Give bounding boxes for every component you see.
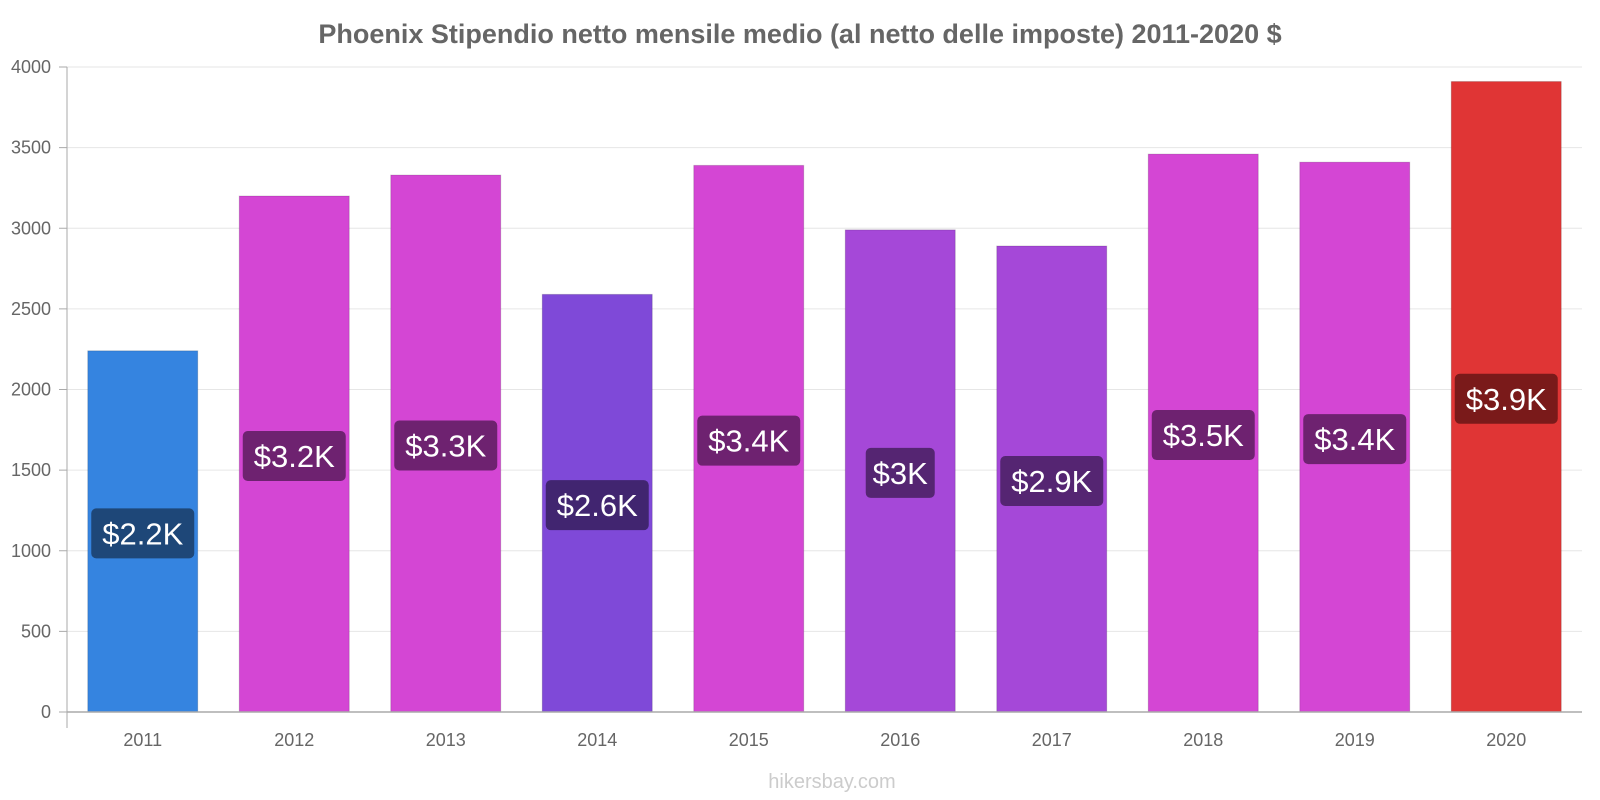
x-axis: 2011 2012 2013 2014 2015 2016 2017 2018 2019 2020 — [67, 711, 1582, 750]
y-tick-label: 3500 — [11, 138, 51, 158]
data-label-box — [1454, 373, 1558, 424]
data-label-box — [242, 431, 346, 481]
y-tick-label: 2000 — [11, 380, 51, 400]
watermark: hikersbay.com — [768, 771, 895, 793]
chart-title: Phoenix Stipendio netto mensile medio (a… — [318, 19, 1281, 49]
data-label: $3.4K — [708, 424, 789, 459]
y-tick-label: 1000 — [11, 541, 51, 561]
data-labels: $2.2K $3.2K $3.3K $2.6K $3.4K $3K $2.9K $3.5K $3… — [91, 373, 1558, 559]
x-tick-label: 2015 — [729, 730, 769, 750]
data-label-box — [1303, 414, 1407, 465]
y-tick-label: 0 — [41, 702, 51, 722]
data-label-box — [545, 480, 649, 531]
y-tick-label: 1500 — [11, 460, 51, 480]
y-tick-label: 4000 — [11, 57, 51, 77]
y-axis: 0 500 1000 1500 2000 2500 3000 3500 4000 — [11, 57, 68, 728]
data-label-box — [1151, 410, 1255, 461]
x-tick-label: 2019 — [1335, 730, 1375, 750]
data-label: $3.2K — [254, 439, 335, 474]
x-tick-label: 2014 — [577, 730, 617, 750]
x-tick-label: 2016 — [880, 730, 920, 750]
data-label-box — [697, 415, 801, 466]
data-label: $3.4K — [1314, 422, 1395, 457]
data-label-box — [1000, 455, 1104, 506]
y-tick-label: 3000 — [11, 218, 51, 238]
x-tick-label: 2020 — [1486, 730, 1526, 750]
data-label: $3.9K — [1466, 382, 1547, 417]
x-tick-label: 2018 — [1183, 730, 1223, 750]
data-label-box — [394, 420, 498, 471]
data-label: $2.2K — [102, 516, 183, 551]
data-label: $3.3K — [405, 429, 486, 464]
x-tick-label: 2017 — [1032, 730, 1072, 750]
data-label-box — [91, 508, 195, 559]
x-tick-label: 2011 — [123, 730, 162, 750]
data-label: $3.5K — [1163, 418, 1244, 453]
x-tick-label: 2012 — [274, 730, 314, 750]
data-label: $3K — [873, 456, 928, 491]
bars — [87, 81, 1562, 713]
y-tick-label: 500 — [21, 621, 51, 641]
y-tick-label: 2500 — [11, 299, 51, 319]
data-label: $2.9K — [1011, 464, 1092, 499]
x-tick-label: 2013 — [426, 730, 466, 750]
data-label-box — [865, 447, 935, 498]
data-label: $2.6K — [557, 488, 638, 523]
